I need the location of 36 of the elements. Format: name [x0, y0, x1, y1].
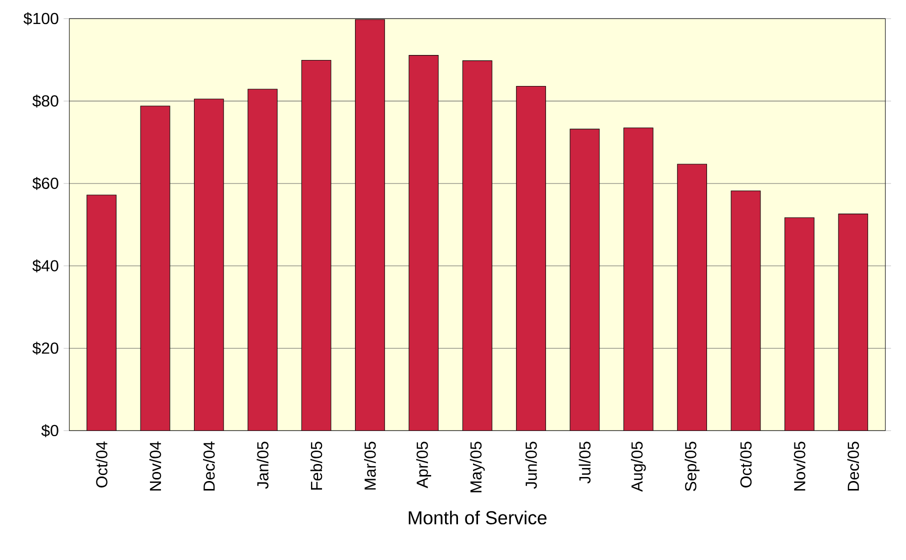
x-tick-label: Dec/04 [203, 442, 215, 490]
x-tick-label: May/05 [470, 442, 485, 492]
bar [516, 86, 546, 431]
bar [677, 164, 708, 431]
bar [730, 190, 761, 431]
bar [408, 55, 439, 431]
bar [570, 128, 600, 431]
y-tick-label: $40 [32, 259, 58, 272]
x-tick-label: Jun/05 [525, 442, 537, 489]
bar [248, 88, 278, 431]
x-tick-label: Aug/05 [630, 442, 646, 492]
bar [462, 60, 492, 431]
x-tick-label: Jan/05 [256, 442, 268, 489]
bar [140, 106, 170, 431]
x-tick-label: Sep/05 [684, 442, 700, 492]
x-tick-label: Jul/05 [578, 442, 591, 484]
x-tick-label: Dec/05 [847, 442, 859, 490]
y-tick-label: $100 [24, 12, 58, 26]
y-tick-label: $20 [32, 342, 58, 355]
bar [86, 194, 116, 431]
x-tick-label: Oct/04 [96, 442, 108, 488]
y-tick-label: $60 [32, 176, 58, 190]
bar [784, 217, 814, 431]
x-tick-label: Nov/05 [794, 442, 806, 490]
bar [623, 128, 654, 431]
x-axis-title: Month of Service [408, 510, 547, 524]
x-tick-label: Apr/05 [416, 442, 432, 488]
bar [194, 98, 224, 431]
x-tick-label: Oct/05 [740, 442, 752, 488]
x-tick-label: Feb/05 [310, 442, 322, 490]
y-tick-label: $80 [32, 94, 58, 108]
x-tick-label: Mar/05 [364, 442, 376, 490]
bar [838, 214, 868, 431]
bar [301, 60, 332, 431]
y-tick-label: $0 [41, 424, 58, 438]
x-tick-label: Nov/04 [149, 442, 162, 490]
